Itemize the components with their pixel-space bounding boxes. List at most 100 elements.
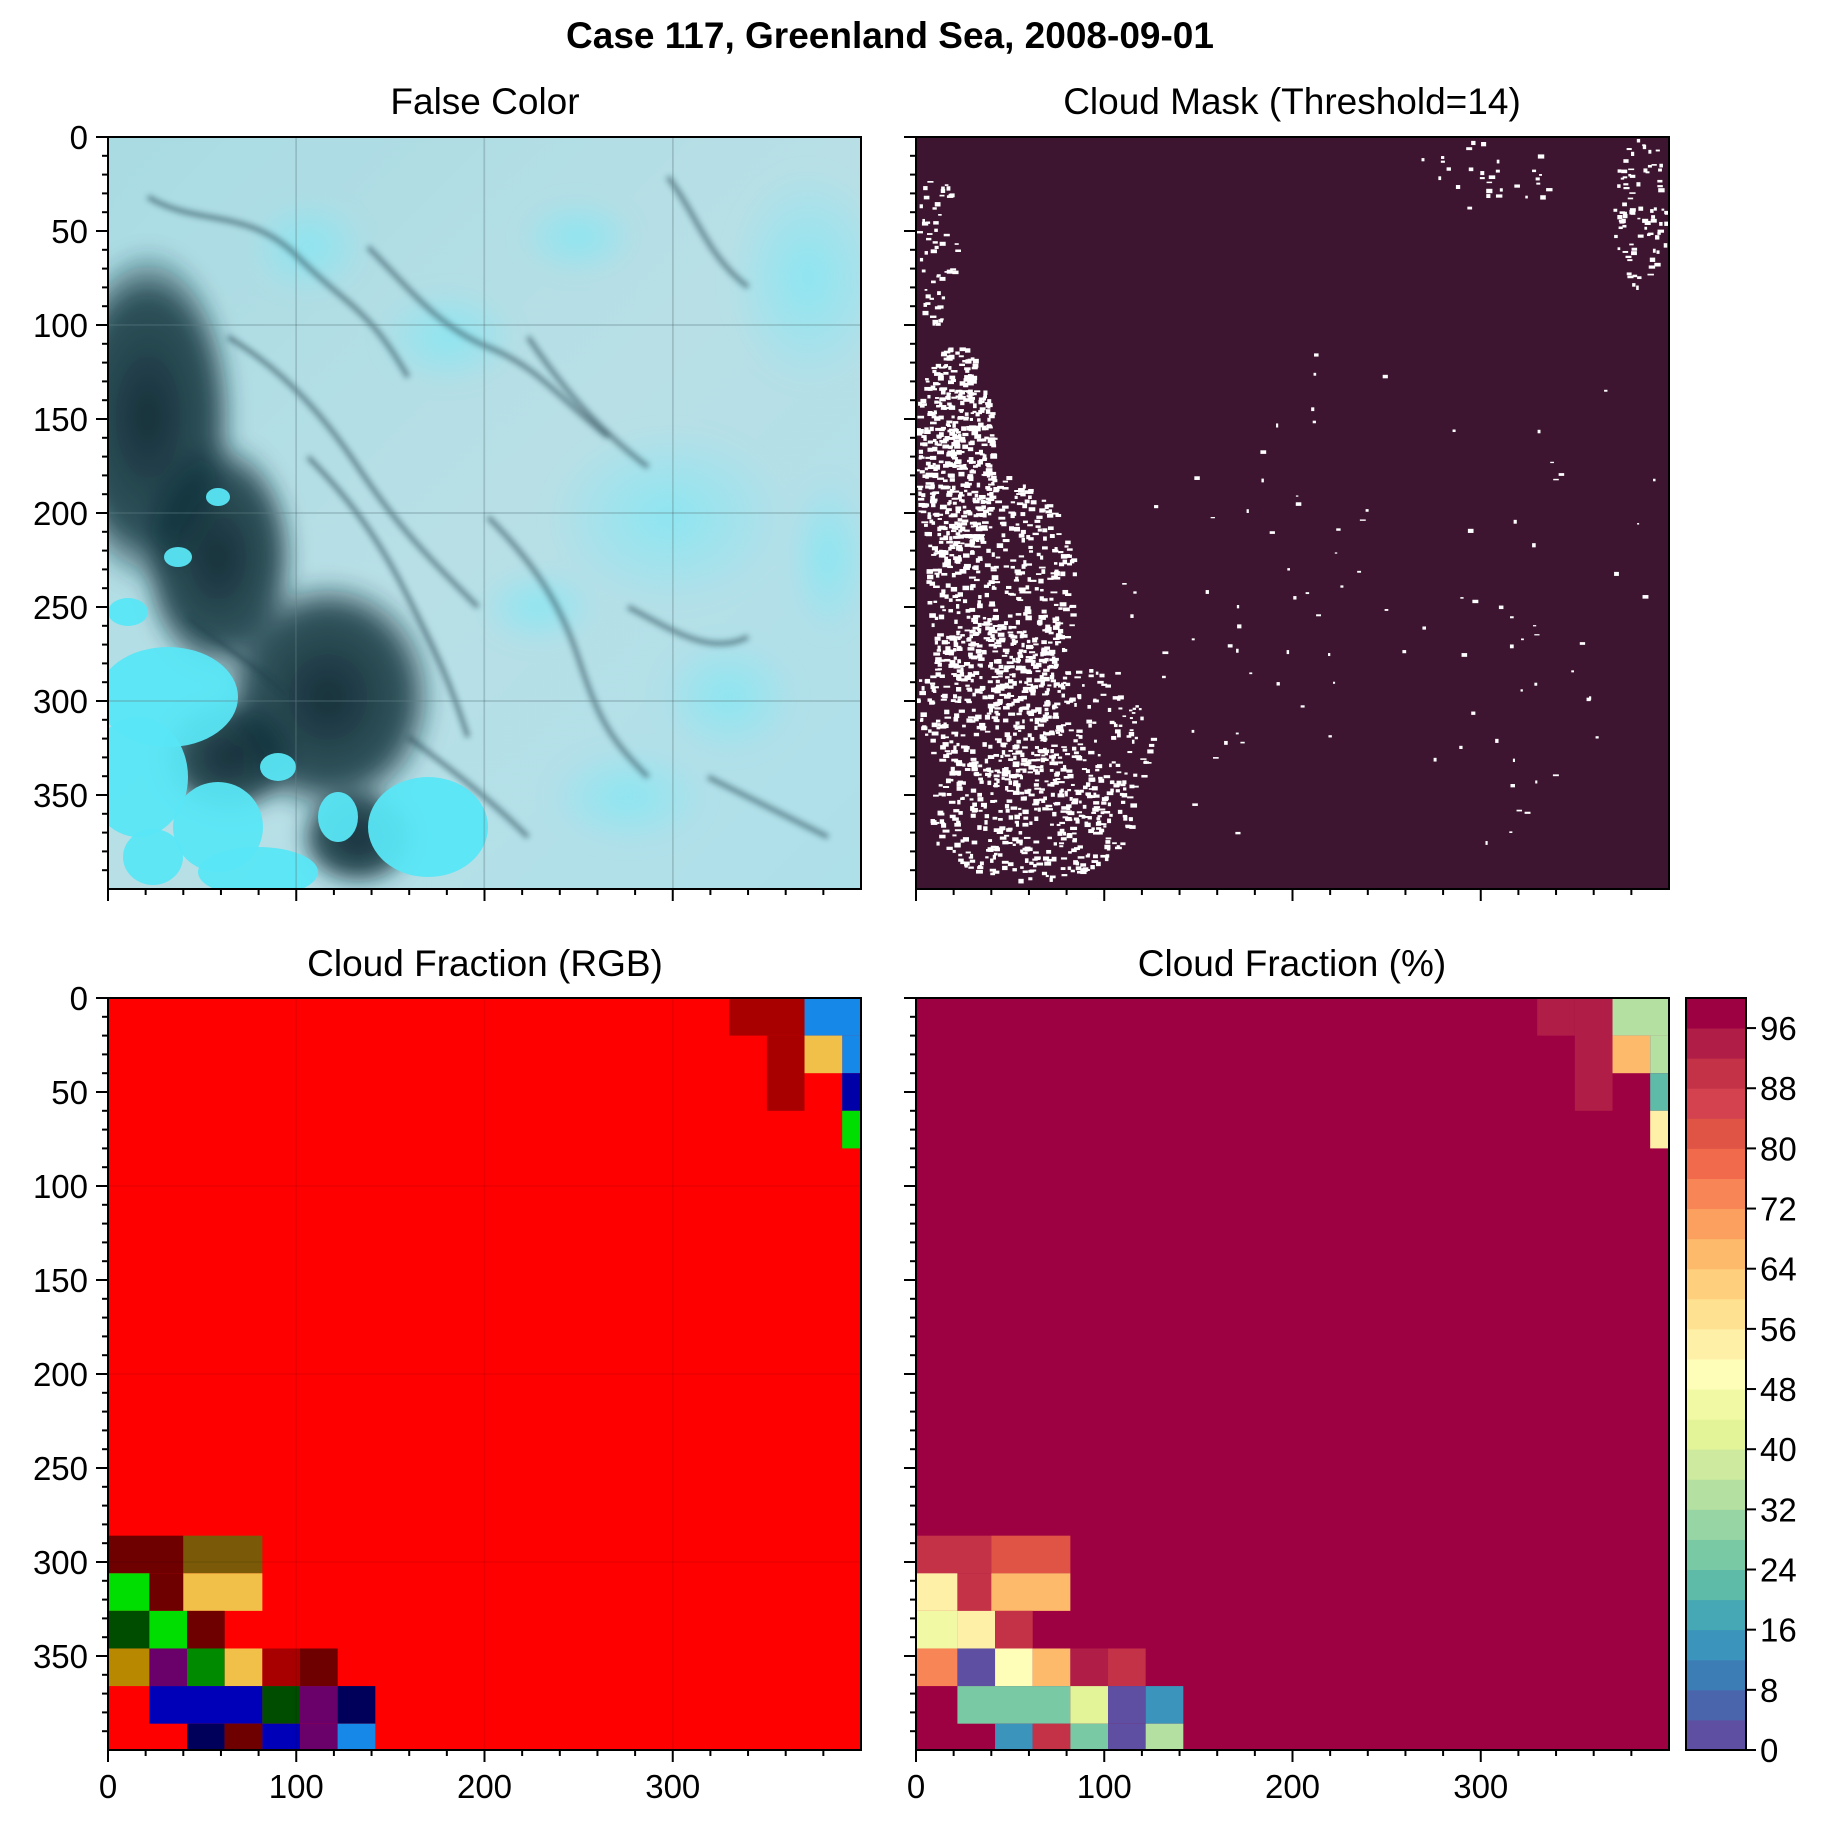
clear-pixel [1016,502,1024,506]
clear-pixel [1029,869,1037,872]
clear-pixel [960,734,966,737]
clear-pixel [968,374,974,379]
clear-pixel [1085,782,1091,786]
panel-false-color: False Color [33,81,862,901]
clear-pixel [1044,752,1049,756]
clear-pixel [969,521,977,525]
y-tick-label: 150 [33,401,88,438]
clear-pixel [1041,717,1049,722]
colorbar-swatch [1686,1088,1746,1119]
clear-pixel [973,565,979,571]
clear-pixel [951,749,958,754]
clear-pixel [1509,644,1514,649]
clear-pixel [954,521,958,525]
clear-pixel [1022,687,1029,692]
clear-pixel [1520,689,1523,692]
clear-pixel [1649,257,1656,262]
clear-pixel [1129,784,1135,789]
clear-pixel [945,646,951,652]
colorbar-swatch [1686,1479,1746,1510]
clear-pixel [961,426,967,431]
clear-pixel [1026,670,1033,675]
clear-pixel [1027,771,1033,774]
clear-pixel [1007,862,1014,867]
clear-pixel [987,680,993,684]
clear-pixel [1604,389,1608,392]
clear-pixel [985,497,990,501]
clear-pixel [1460,597,1464,599]
clear-pixel [1191,729,1195,733]
colorbar-swatch [1686,1118,1746,1149]
clear-pixel [1069,698,1074,703]
clear-pixel [1006,661,1014,664]
clear-pixel [990,412,996,416]
clear-pixel [1305,592,1310,595]
clear-pixel [1059,790,1063,795]
clear-pixel [970,440,975,446]
clear-pixel [964,861,970,866]
clear-pixel [1082,804,1087,809]
clear-pixel [1016,841,1021,844]
clear-pixel [1093,801,1100,805]
clear-pixel [941,792,946,797]
clear-pixel [943,463,949,468]
clear-pixel [957,557,962,561]
clear-pixel [1440,160,1445,163]
clear-pixel [994,799,998,803]
clear-pixel [979,722,986,727]
clear-pixel [950,699,956,702]
clear-pixel [968,643,976,647]
clear-pixel [1051,512,1059,515]
clear-pixel [1510,616,1514,619]
clear-pixel [921,726,928,731]
clear-pixel [942,736,949,739]
clear-pixel [979,780,984,784]
clear-pixel [1065,722,1072,726]
clear-pixel [934,572,940,575]
clear-pixel [919,456,925,459]
colorbar-swatch [1686,1028,1746,1059]
clear-pixel [991,552,995,557]
clear-pixel [1118,707,1123,710]
clear-pixel [1033,664,1039,669]
clear-pixel [1018,774,1022,778]
clear-pixel [1043,749,1050,753]
clear-pixel [954,829,962,832]
clear-pixel [954,732,959,737]
clear-pixel [1060,810,1067,813]
clear-pixel [929,315,937,318]
clear-pixel [959,672,965,677]
clear-pixel [931,623,935,628]
clear-pixel [1438,176,1442,181]
clear-pixel [916,231,923,234]
clear-pixel [988,707,993,713]
clear-pixel [1008,758,1014,761]
clear-pixel [1060,857,1068,860]
clear-pixel [1041,649,1048,653]
clear-pixel [1076,871,1083,874]
clear-pixel [1013,782,1018,787]
clear-pixel [933,794,939,797]
clear-pixel [923,186,928,191]
clear-pixel [957,395,964,400]
clear-pixel [987,703,995,709]
clear-pixel [993,753,1000,757]
clear-pixel [918,485,923,491]
heatmap-cell [1070,1686,1109,1724]
clear-pixel [1617,169,1622,173]
panel-cloud-fraction-rgb: Cloud Fraction (RGB) 0 100 200 300050100150… [33,943,862,1805]
clear-pixel [970,357,975,361]
clear-pixel [939,819,945,824]
clear-pixel [947,380,954,385]
clear-pixel [983,637,990,640]
clear-pixel [964,629,971,632]
colorbar-swatch [1686,1509,1746,1540]
clear-pixel [1109,763,1112,768]
clear-pixel [1013,526,1020,532]
clear-pixel [944,556,949,561]
clear-pixel [1495,738,1499,743]
clear-pixel [942,829,950,833]
clear-pixel [932,369,937,374]
clear-pixel [1004,665,1011,670]
clear-pixel [1074,702,1077,707]
